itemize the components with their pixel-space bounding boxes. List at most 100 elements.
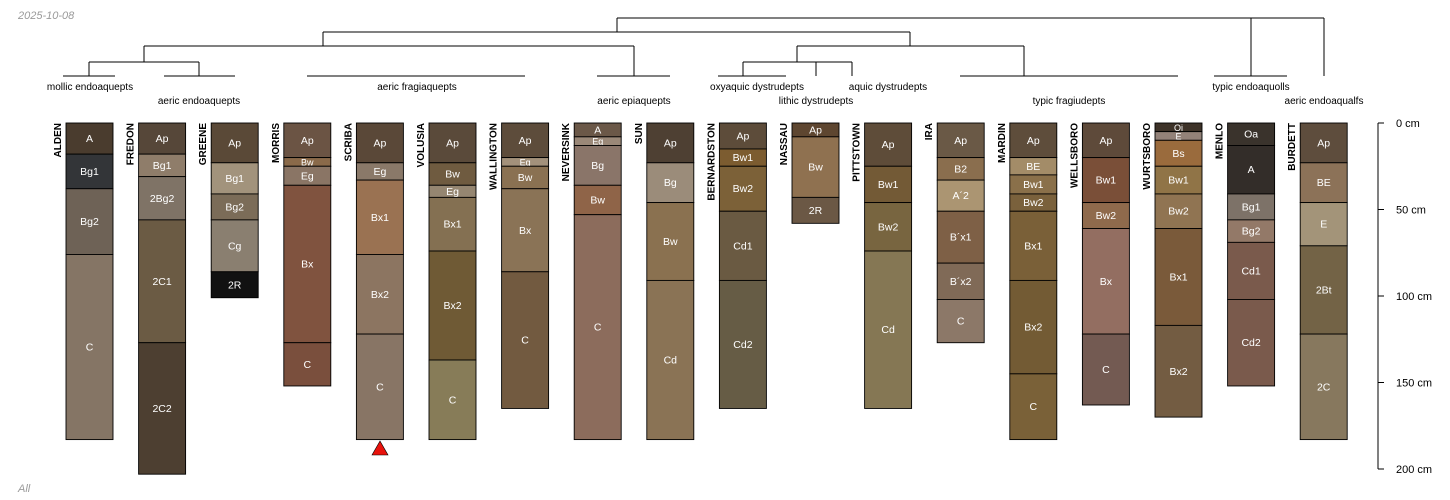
horizon-label: Bs	[1172, 148, 1184, 160]
horizon-label: Cg	[228, 240, 242, 252]
horizon-label: Oi	[1174, 123, 1183, 133]
axis-tick-label: 0 cm	[1396, 118, 1420, 130]
horizon-label: Bw2	[878, 221, 899, 233]
horizon-C	[501, 271, 550, 409]
horizon-label: Bx2	[1169, 366, 1187, 378]
horizon-label: 2C	[1317, 381, 1331, 393]
horizon-label: Bx2	[371, 289, 389, 301]
horizon-B´x2	[936, 262, 985, 300]
profile-scriba: Ap Eg Bx1 Bx2 C SCRIBA	[343, 122, 404, 441]
horizon-label: Cd	[881, 324, 895, 336]
horizon-label: Ap	[446, 137, 459, 149]
horizon-Bg1	[210, 162, 259, 195]
profile-mardin: Ap BE Bw1 Bw2 Bx1 Bx2 C MARDIN	[997, 122, 1058, 441]
horizon-Ap	[210, 122, 259, 164]
horizon-label: B2	[954, 163, 967, 175]
horizon-C	[428, 359, 477, 441]
horizon-label: Bx	[519, 225, 532, 237]
taxon-label: lithic dystrudepts	[779, 96, 853, 107]
horizon-label: Ap	[882, 139, 895, 151]
horizon-Bx2	[1009, 279, 1058, 375]
horizon-Bg2	[65, 188, 114, 255]
horizon-label: Bw1	[733, 152, 754, 164]
horizon-label: Bx	[1100, 276, 1113, 288]
horizon-label: Ap	[1317, 137, 1330, 149]
horizon-label: Bw	[518, 172, 533, 184]
horizon-Bw1	[864, 165, 913, 204]
horizon-Bg	[573, 145, 622, 186]
horizon-label: B´x2	[950, 276, 972, 288]
horizon-Ap	[138, 122, 187, 155]
horizon-label: Bw2	[1096, 210, 1117, 222]
profile-name: IRA	[924, 123, 935, 140]
profile-name: MENLO	[1215, 123, 1226, 159]
horizon-label: A	[86, 133, 93, 145]
horizon-Bw1	[1081, 157, 1130, 204]
horizon-label: A´2	[953, 190, 970, 202]
horizon-Cd	[864, 250, 913, 409]
taxon-label: oxyaquic dystrudepts	[710, 82, 804, 93]
horizon-label: Bw2	[733, 183, 754, 195]
dendrogram	[63, 17, 1325, 77]
horizon-label: Ap	[954, 135, 967, 147]
horizon-label: Cd1	[733, 240, 752, 252]
horizon-2C2	[138, 342, 187, 475]
profile-name: BURDETT	[1287, 123, 1298, 171]
horizon-label: Bg	[591, 160, 604, 172]
horizon-label: C	[1030, 401, 1038, 413]
horizon-C	[283, 342, 332, 387]
horizon-label: BE	[1026, 161, 1040, 173]
horizon-Ap	[1009, 122, 1058, 159]
horizon-label: C	[594, 322, 602, 334]
profile-greene: Ap Bg1 Bg2 Cg 2R GREENE	[198, 122, 259, 299]
horizon-Ap	[646, 122, 695, 164]
horizon-label: Cd2	[1241, 337, 1260, 349]
taxon-label: aeric endoaqualfs	[1285, 96, 1364, 107]
horizon-Ap	[1081, 122, 1130, 159]
horizon-C	[1009, 373, 1058, 441]
horizon-label: 2R	[228, 279, 242, 291]
horizon-label: 2Bt	[1316, 284, 1332, 296]
horizon-label: Bw	[590, 194, 605, 206]
axis-tick-label: 50 cm	[1396, 205, 1426, 217]
horizon-Cd1	[718, 210, 767, 281]
taxon-label: typic fragiudepts	[1033, 96, 1106, 107]
horizon-Bw2	[1154, 193, 1203, 229]
horizon-label: E	[1175, 131, 1181, 141]
profile-alden: A Bg1 Bg2 C ALDEN	[53, 122, 114, 441]
profile-name: SCRIBA	[343, 123, 354, 161]
horizon-Bg1	[65, 153, 114, 190]
horizon-label: Bw1	[1096, 175, 1117, 187]
horizon-label: BE	[1317, 177, 1331, 189]
horizon-label: E	[1320, 219, 1327, 231]
horizon-label: 2C2	[152, 403, 171, 415]
horizon-B´x1	[936, 210, 985, 264]
horizon-Bw2	[864, 202, 913, 252]
profile-name: VOLUSIA	[416, 123, 427, 167]
horizon-label: Cd1	[1241, 265, 1260, 277]
horizon-label: Bw	[663, 236, 678, 248]
horizon-A	[65, 122, 114, 155]
profile-wellsboro: Ap Bw1 Bw2 Bx C WELLSBORO	[1069, 122, 1130, 406]
horizon-label: Bx2	[1024, 322, 1042, 334]
horizon-label: Bx1	[1024, 240, 1042, 252]
horizon-Bx1	[355, 179, 404, 255]
horizon-label: Bw1	[1023, 179, 1044, 191]
profile-name: PITTSTOWN	[852, 123, 863, 182]
horizon-label: Bx1	[443, 219, 461, 231]
profile-name: MORRIS	[271, 123, 282, 163]
horizon-label: Ap	[664, 137, 677, 149]
horizon-Ap	[718, 122, 767, 150]
horizon-label: Eg	[301, 170, 314, 182]
horizon-2R	[210, 271, 259, 299]
horizon-label: Bw	[808, 162, 823, 174]
horizon-label: C	[376, 381, 384, 393]
horizon-label: Bx2	[443, 300, 461, 312]
horizon-Bg	[646, 162, 695, 204]
horizon-label: C	[86, 342, 94, 354]
profile-burdett: Ap BE E 2Bt 2C BURDETT	[1287, 122, 1348, 441]
horizon-Bx	[283, 184, 332, 344]
horizon-label: Bg1	[153, 160, 172, 172]
horizon-C	[65, 254, 114, 441]
